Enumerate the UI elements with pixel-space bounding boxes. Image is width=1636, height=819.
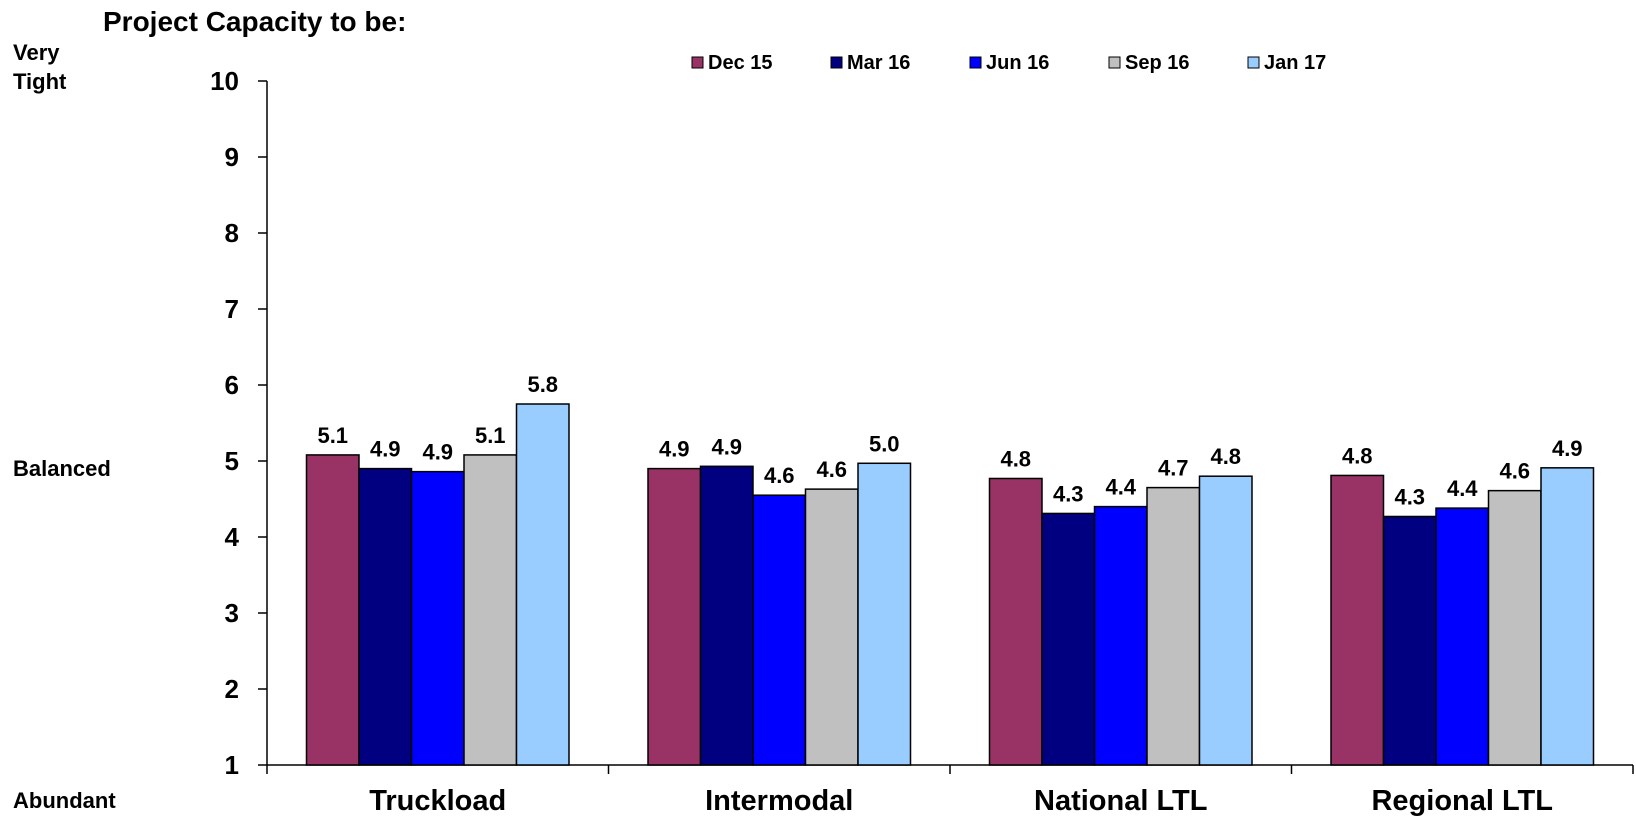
bar <box>515 403 570 766</box>
bar <box>1435 507 1490 766</box>
y-tick-label: 1 <box>225 750 239 780</box>
bar <box>804 488 859 766</box>
category-label: Regional LTL <box>1371 785 1553 817</box>
data-label: 4.7 <box>1158 456 1189 481</box>
data-label: 4.6 <box>1499 459 1530 484</box>
legend-label: Mar 16 <box>847 52 910 74</box>
y-tick-label: 10 <box>210 66 239 96</box>
legend-label: Jan 17 <box>1264 52 1326 74</box>
chart-title: Project Capacity to be: <box>103 6 406 37</box>
data-label: 5.0 <box>869 431 900 456</box>
bar <box>305 454 360 766</box>
bar <box>647 467 702 766</box>
data-label: 5.1 <box>317 423 348 448</box>
bar <box>1146 486 1201 766</box>
bar <box>1330 474 1385 766</box>
data-label: 4.6 <box>764 463 795 488</box>
data-label: 4.3 <box>1053 481 1084 506</box>
bar <box>1041 512 1096 766</box>
legend-swatch <box>1247 56 1260 69</box>
legend-label: Dec 15 <box>708 52 773 74</box>
bar <box>699 465 754 766</box>
data-labels: 5.1 4.9 4.9 5.1 5.8 Truckload 4.9 4.9 4.6 4.6 5.0 I… <box>317 372 1582 817</box>
legend-label: Sep 16 <box>1125 52 1189 74</box>
bar <box>988 477 1043 766</box>
abundant-label: Abundant <box>13 788 116 813</box>
y-tick-label: 9 <box>225 142 239 172</box>
data-label: 4.9 <box>422 440 453 465</box>
data-label: 4.9 <box>711 434 742 459</box>
data-label: 4.8 <box>1210 444 1241 469</box>
bar <box>1198 475 1253 766</box>
y-tick-label: 4 <box>225 522 240 552</box>
very-tight-label-line1: Very <box>13 40 60 65</box>
data-label: 4.9 <box>370 437 401 462</box>
balanced-label: Balanced <box>13 456 111 481</box>
legend: Dec 15 Mar 16 Jun 16 Sep 16 Jan 17 <box>691 52 1326 74</box>
category-label: Intermodal <box>705 785 853 817</box>
y-tick-label: 6 <box>225 370 239 400</box>
legend-swatch <box>969 56 982 69</box>
data-label: 4.9 <box>659 437 690 462</box>
data-label: 4.8 <box>1342 443 1373 468</box>
legend-swatch <box>1108 56 1121 69</box>
bar <box>1382 515 1437 766</box>
bar <box>410 470 465 766</box>
y-tick-label: 8 <box>225 218 239 248</box>
y-tick-label: 7 <box>225 294 239 324</box>
data-label: 4.6 <box>816 457 847 482</box>
data-label: 4.3 <box>1394 484 1425 509</box>
data-label: 5.1 <box>475 423 506 448</box>
y-tick-label: 2 <box>225 674 239 704</box>
bar <box>752 494 807 766</box>
legend-swatch <box>830 56 843 69</box>
bars <box>305 403 1595 766</box>
bar <box>1487 489 1542 766</box>
y-tick-label: 5 <box>225 446 239 476</box>
data-label: 4.4 <box>1447 476 1478 501</box>
legend-label: Jun 16 <box>986 52 1049 74</box>
data-label: 5.8 <box>527 372 558 397</box>
bar <box>857 462 912 766</box>
data-label: 4.9 <box>1552 436 1583 461</box>
bar <box>463 454 518 766</box>
very-tight-label-line2: Tight <box>13 69 67 94</box>
category-label: Truckload <box>369 785 506 817</box>
bar <box>1093 505 1148 766</box>
bar <box>358 467 413 766</box>
legend-swatch <box>691 56 704 69</box>
bar <box>1540 467 1595 766</box>
category-label: National LTL <box>1034 785 1207 817</box>
y-tick-label: 3 <box>225 598 239 628</box>
data-label: 4.4 <box>1105 475 1136 500</box>
data-label: 4.8 <box>1000 446 1031 471</box>
